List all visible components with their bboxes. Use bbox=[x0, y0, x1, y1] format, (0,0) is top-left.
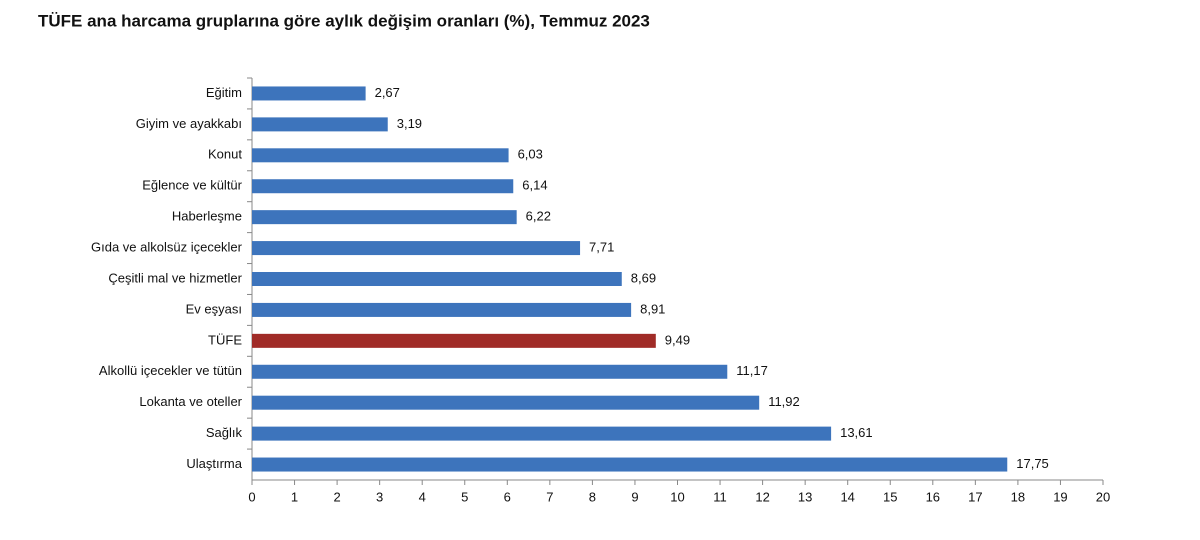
x-tick-label: 6 bbox=[504, 489, 511, 504]
y-tick-label: TÜFE bbox=[208, 332, 242, 347]
x-tick-label: 14 bbox=[840, 489, 854, 504]
x-tick-label: 15 bbox=[883, 489, 897, 504]
x-tick-label: 3 bbox=[376, 489, 383, 504]
bar bbox=[252, 117, 388, 132]
x-tick-label: 11 bbox=[713, 489, 727, 504]
data-label: 8,91 bbox=[640, 301, 665, 316]
data-label: 3,19 bbox=[397, 116, 422, 131]
x-tick-label: 17 bbox=[968, 489, 982, 504]
data-label: 13,61 bbox=[840, 425, 873, 440]
bar bbox=[252, 426, 832, 441]
bar bbox=[252, 364, 728, 379]
x-tick-label: 7 bbox=[546, 489, 553, 504]
bar bbox=[252, 302, 632, 317]
x-tick-label: 1 bbox=[291, 489, 298, 504]
x-tick-label: 8 bbox=[589, 489, 596, 504]
data-label: 6,14 bbox=[522, 178, 547, 193]
x-tick-label: 10 bbox=[670, 489, 684, 504]
x-tick-label: 18 bbox=[1011, 489, 1025, 504]
y-tick-label: Ulaştırma bbox=[186, 456, 242, 471]
data-label: 11,92 bbox=[768, 394, 800, 409]
bar bbox=[252, 457, 1008, 472]
data-label: 6,22 bbox=[526, 209, 551, 224]
data-label: 9,49 bbox=[665, 332, 690, 347]
bar bbox=[252, 179, 514, 194]
data-label: 6,03 bbox=[518, 147, 543, 162]
y-tick-label: Giyim ve ayakkabı bbox=[136, 116, 242, 131]
x-tick-label: 16 bbox=[926, 489, 940, 504]
y-tick-label: Sağlık bbox=[206, 425, 243, 440]
x-tick-label: 5 bbox=[461, 489, 468, 504]
bar bbox=[252, 395, 760, 410]
x-tick-label: 4 bbox=[419, 489, 426, 504]
x-tick-label: 20 bbox=[1096, 489, 1110, 504]
data-label: 17,75 bbox=[1016, 456, 1049, 471]
y-tick-label: Eğitim bbox=[206, 85, 242, 100]
data-label: 11,17 bbox=[736, 363, 768, 378]
x-tick-label: 0 bbox=[248, 489, 255, 504]
data-label: 8,69 bbox=[631, 270, 656, 285]
bar bbox=[252, 148, 509, 163]
bar bbox=[252, 241, 581, 256]
y-tick-label: Alkollü içecekler ve tütün bbox=[99, 363, 242, 378]
y-tick-label: Lokanta ve oteller bbox=[139, 394, 242, 409]
x-tick-label: 13 bbox=[798, 489, 812, 504]
x-tick-label: 2 bbox=[333, 489, 340, 504]
bar bbox=[252, 86, 366, 101]
y-tick-label: Konut bbox=[208, 147, 242, 162]
y-tick-label: Eğlence ve kültür bbox=[142, 178, 242, 193]
x-tick-label: 9 bbox=[631, 489, 638, 504]
y-tick-label: Çeşitli mal ve hizmetler bbox=[108, 270, 242, 285]
bar bbox=[252, 272, 622, 286]
data-label: 2,67 bbox=[375, 85, 400, 100]
y-tick-label: Haberleşme bbox=[172, 209, 242, 224]
x-tick-label: 12 bbox=[755, 489, 769, 504]
x-tick-label: 19 bbox=[1053, 489, 1067, 504]
bar bbox=[252, 210, 517, 225]
y-tick-label: Gıda ve alkolsüz içecekler bbox=[91, 240, 243, 255]
chart-title: TÜFE ana harcama gruplarına göre aylık d… bbox=[38, 11, 650, 30]
y-tick-label: Ev eşyası bbox=[186, 301, 242, 316]
data-label: 7,71 bbox=[589, 240, 614, 255]
bar bbox=[252, 333, 656, 348]
